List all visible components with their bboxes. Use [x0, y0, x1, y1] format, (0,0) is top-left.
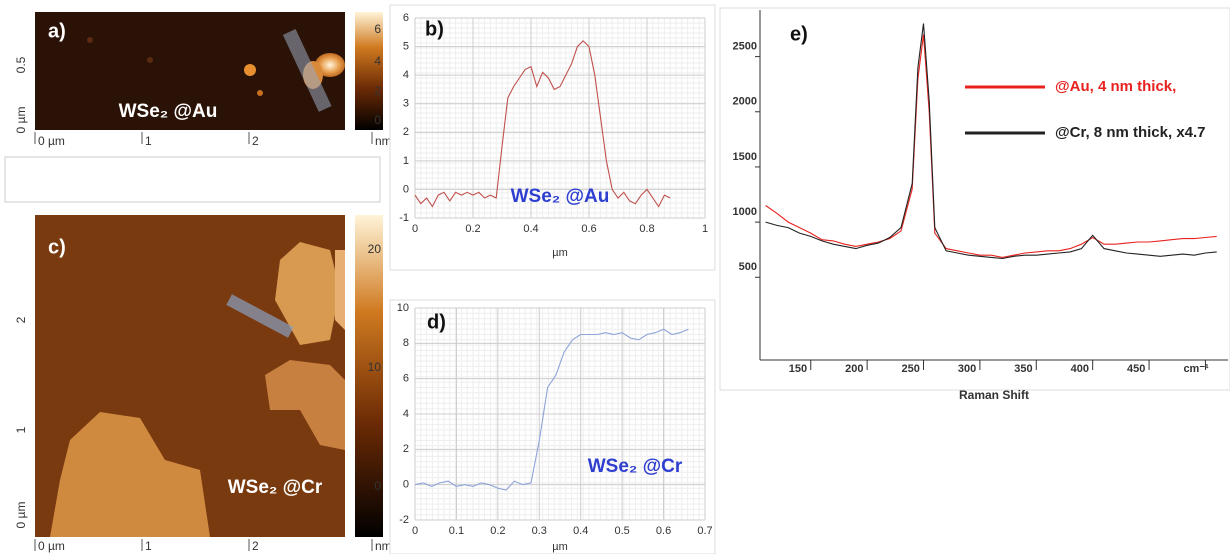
colorbar-tick-label: 6 [374, 22, 381, 36]
panel-label: b) [425, 18, 444, 40]
y-tick-label: 2 [403, 443, 409, 455]
colorbar [355, 12, 383, 130]
y-tick-label: 1500 [733, 151, 757, 163]
x-tick-label: 0.4 [573, 525, 588, 537]
panel-frame [389, 299, 716, 554]
x-axis-label: µm [552, 247, 568, 259]
y-tick-label: 0.5 [14, 56, 28, 73]
x-tick-label: 0.3 [532, 525, 547, 537]
x-tick-label: 0.6 [581, 223, 596, 235]
x-tick-label: 200 [845, 363, 863, 375]
x-tick-label: cm⁻¹ [1183, 363, 1209, 375]
x-tick-label: 0.2 [465, 223, 480, 235]
afm-features [50, 242, 345, 537]
x-tick-label: 1 [145, 134, 152, 148]
y-tick-label: 2000 [733, 96, 757, 108]
colorbar-tick-label: 20 [368, 242, 382, 256]
colorbar-tick-label: 2 [374, 84, 381, 98]
annotation: WSe₂ @Au [511, 186, 610, 207]
y-tick-label: 1 [14, 426, 28, 433]
x-tick-label: 1 [702, 223, 708, 235]
x-tick-label: 150 [789, 363, 807, 375]
x-tick-label: 0 [412, 223, 418, 235]
y-tick-label: 3 [403, 98, 409, 110]
data-line [414, 40, 671, 208]
x-tick-label: 350 [1014, 363, 1032, 375]
x-axis-label: µm [552, 541, 568, 553]
panel-frame [719, 7, 1230, 391]
afm-features [87, 28, 345, 113]
colorbar [355, 215, 383, 537]
sample-label: WSe₂ @Cr [228, 477, 323, 498]
x-tick-label: 2 [252, 539, 259, 553]
sample-label: WSe₂ @Au [119, 101, 218, 122]
y-tick-label: -2 [399, 514, 409, 526]
y-tick-label: 1 [403, 155, 409, 167]
y-tick-label: 5 [403, 40, 409, 52]
x-tick-label: 0 µm [38, 134, 65, 148]
y-tick-label: 0 [403, 183, 409, 195]
y-tick-label: 2 [14, 316, 28, 323]
empty-box [4, 156, 381, 203]
x-tick-label: 450 [1127, 363, 1145, 375]
x-tick-label: 400 [1071, 363, 1089, 375]
y-tick-label: 6 [403, 373, 409, 385]
x-tick-label: 0.4 [523, 223, 538, 235]
x-tick-label: 0 [412, 525, 418, 537]
x-tick-label: 0.5 [614, 525, 629, 537]
x-axis-label: Raman Shift [959, 388, 1029, 402]
y-tick-label: 8 [403, 337, 409, 349]
colorbar-tick-label: 0 [374, 479, 381, 493]
x-tick-label: 0.2 [490, 525, 505, 537]
colorbar-tick-label: 4 [374, 54, 381, 68]
x-tick-label: 0.7 [697, 525, 712, 537]
x-tick-label: 1 [145, 539, 152, 553]
x-tick-label: 2 [252, 134, 259, 148]
y-tick-label: 500 [739, 261, 757, 273]
y-tick-label: 2 [403, 126, 409, 138]
x-tick-label: 300 [958, 363, 976, 375]
y-tick-label: 0 µm [14, 107, 28, 134]
colorbar-tick-label: 0 [374, 113, 381, 127]
y-tick-label: 10 [397, 302, 409, 314]
panel-label: d) [427, 311, 446, 333]
x-tick-label: 0.8 [639, 223, 654, 235]
panel-label: e) [790, 23, 808, 45]
legend-label: @Au, 4 nm thick, [1055, 78, 1177, 95]
data-line [765, 23, 1217, 260]
x-tick-label: nm [375, 134, 392, 148]
y-tick-label: 1000 [733, 206, 757, 218]
x-tick-label: 0.1 [449, 525, 464, 537]
x-tick-label: 0.6 [656, 525, 671, 537]
y-tick-label: 0 [403, 479, 409, 491]
x-tick-label: nm [375, 539, 392, 553]
y-tick-label: 2500 [733, 41, 757, 53]
data-line [414, 328, 689, 491]
y-tick-label: 0 µm [14, 502, 28, 529]
panel-label: a) [48, 20, 66, 42]
annotation: WSe₂ @Cr [588, 456, 683, 477]
x-tick-label: 0 µm [38, 539, 65, 553]
y-tick-label: -1 [399, 212, 409, 224]
y-tick-label: 6 [403, 12, 409, 24]
x-tick-label: 250 [902, 363, 920, 375]
legend-label: @Cr, 8 nm thick, x4.7 [1055, 124, 1206, 141]
y-tick-label: 4 [403, 69, 409, 81]
data-line [765, 34, 1217, 258]
colorbar-tick-label: 10 [368, 360, 382, 374]
y-tick-label: 4 [403, 408, 409, 420]
panel-label: c) [48, 236, 66, 258]
